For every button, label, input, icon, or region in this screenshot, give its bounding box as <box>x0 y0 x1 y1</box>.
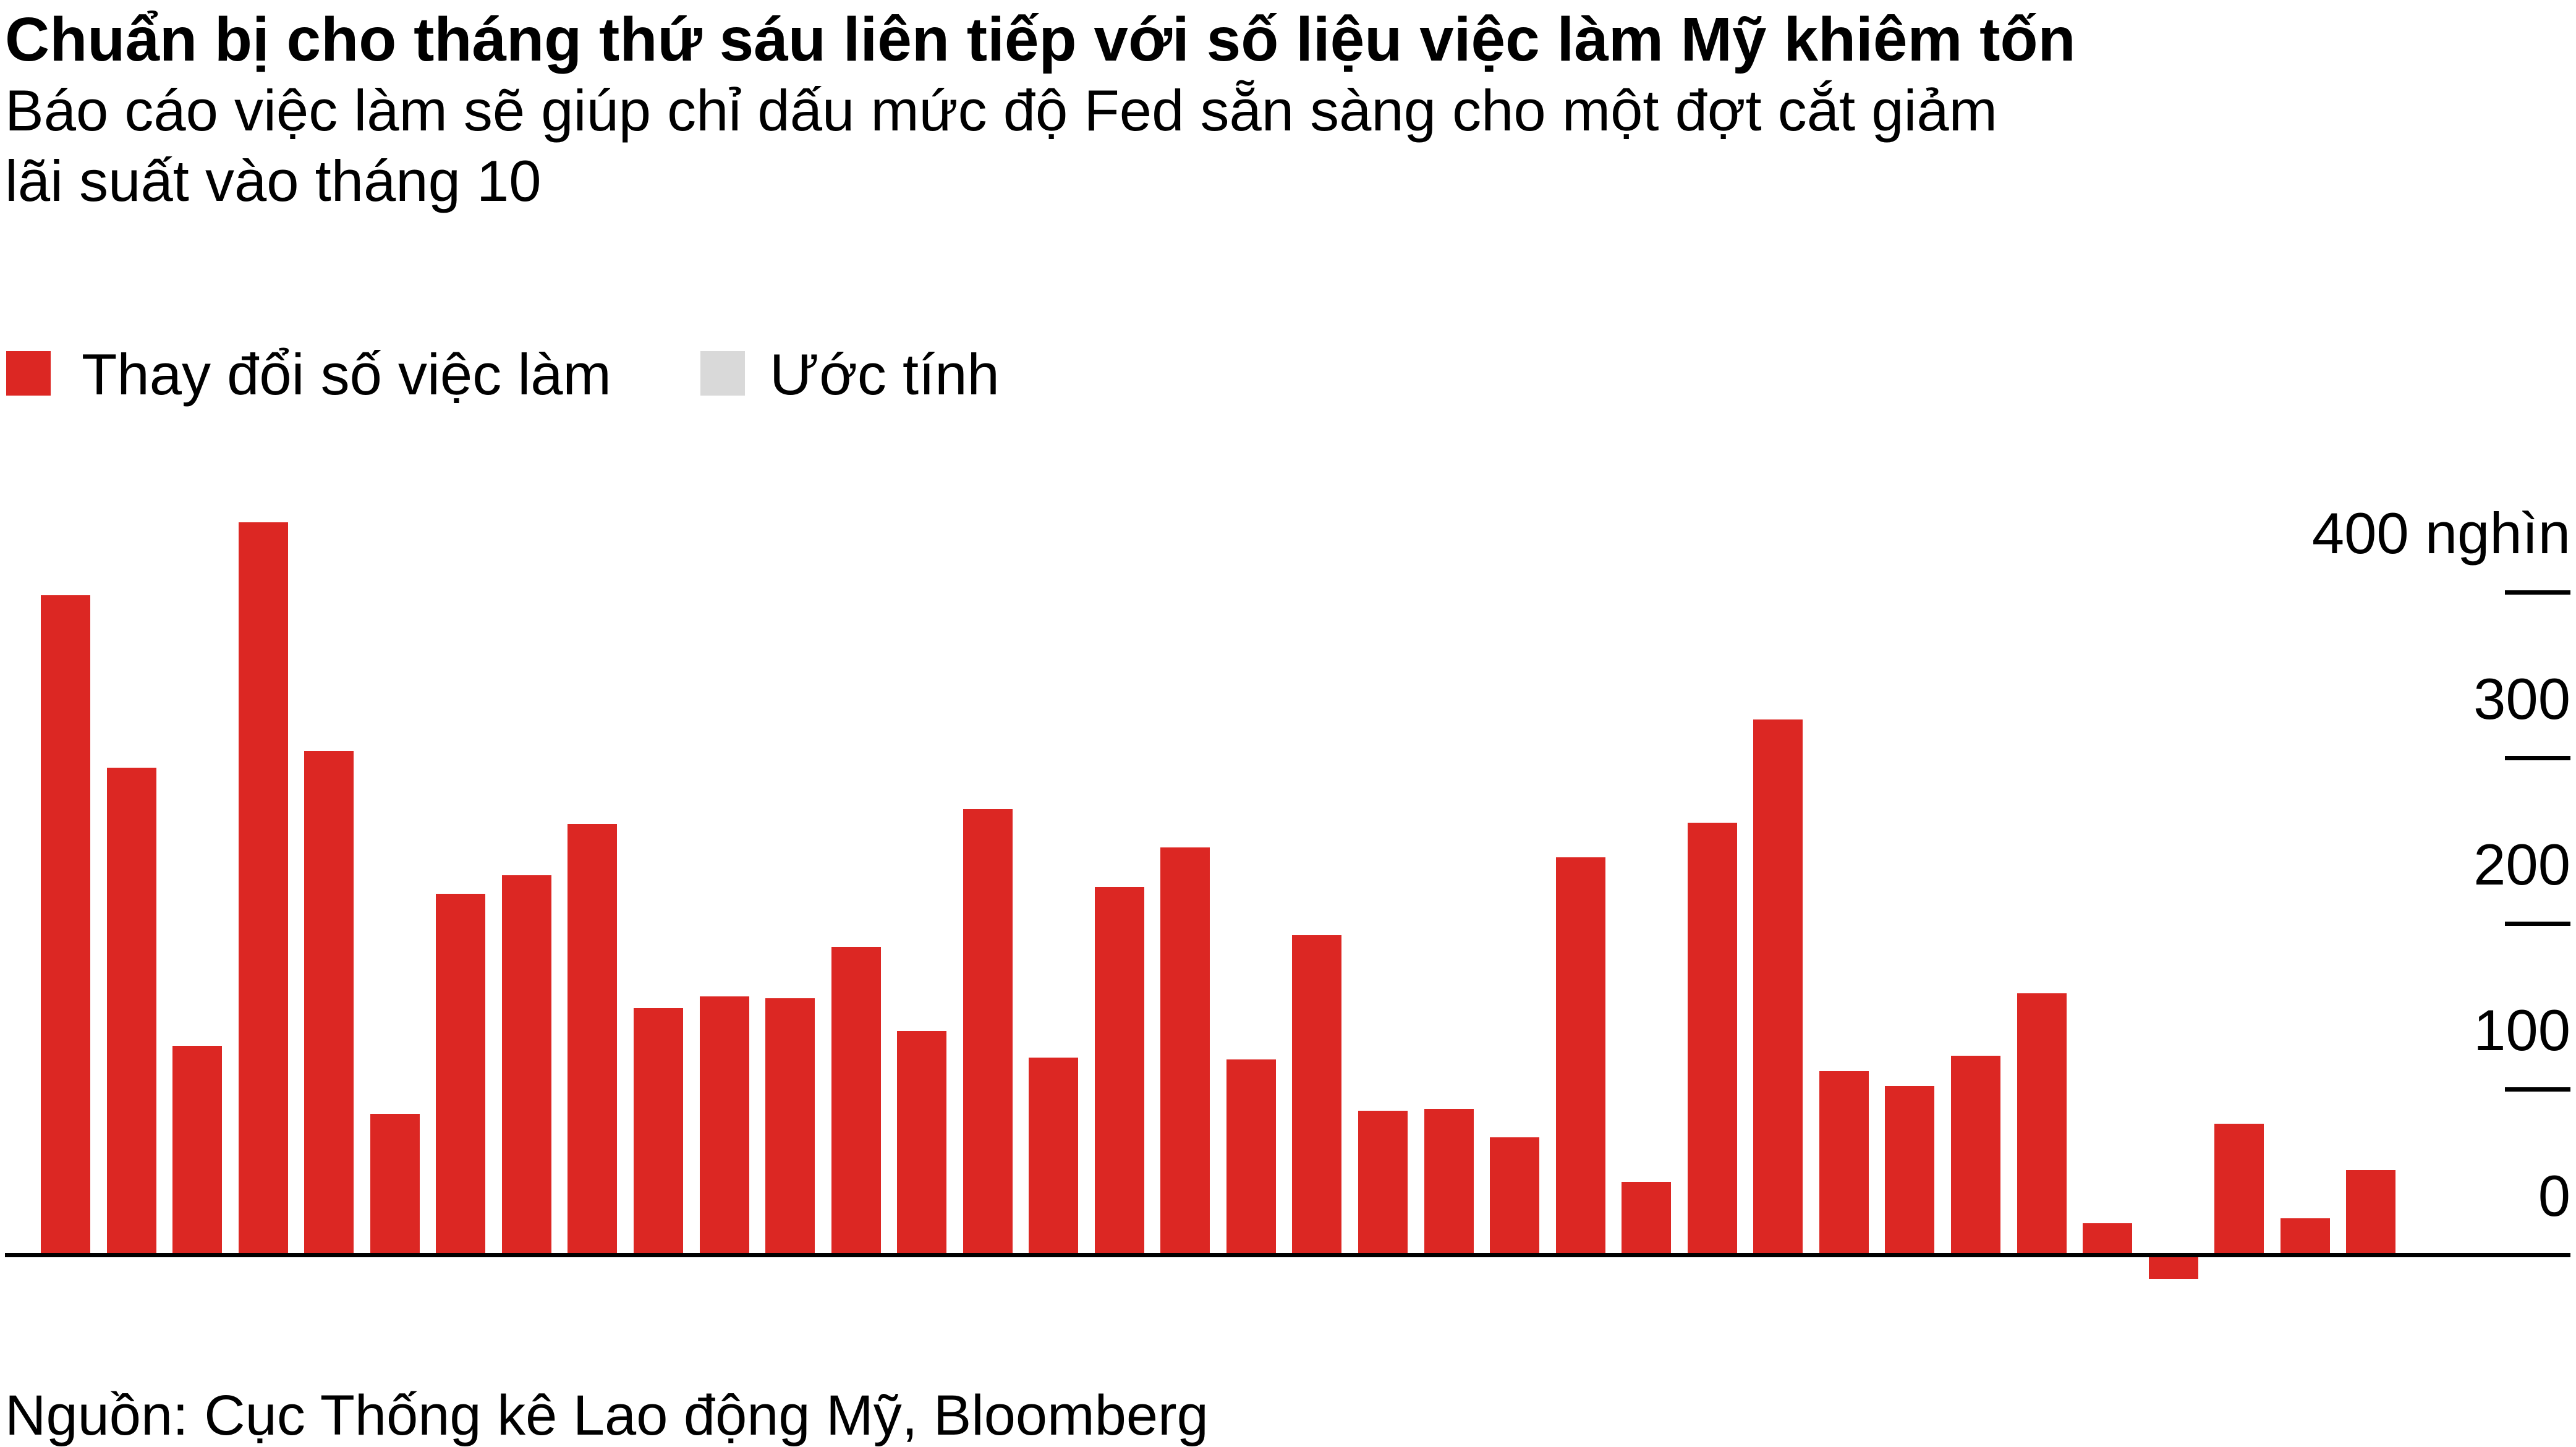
bar <box>106 768 156 1255</box>
chart-title: Chuẩn bị cho tháng thứ sáu liên tiếp với… <box>5 5 2076 74</box>
bar <box>2346 1170 2396 1255</box>
bar <box>633 1008 683 1255</box>
bar <box>1490 1137 1540 1255</box>
legend-label-estimate: Ước tính <box>770 342 1000 407</box>
bar <box>2017 993 2067 1255</box>
legend-swatch-actual-icon <box>6 351 51 396</box>
y-axis-label: 300 <box>2473 666 2570 731</box>
bar <box>1622 1182 1672 1255</box>
bar <box>1555 857 1605 1255</box>
zero-baseline <box>5 1253 2570 1257</box>
bar <box>897 1031 947 1255</box>
bar <box>1226 1059 1276 1255</box>
legend-item-actual: Thay đổi số việc làm <box>6 342 624 407</box>
bar <box>2083 1223 2133 1255</box>
y-axis-label: 200 <box>2473 832 2570 897</box>
legend: Thay đổi số việc làm Ước tính <box>0 342 2576 407</box>
chart-subtitle-line-2: lãi suất vào tháng 10 <box>5 148 542 213</box>
bar <box>1687 822 1737 1255</box>
bar <box>1424 1109 1474 1255</box>
bar <box>238 522 288 1255</box>
bar <box>501 875 551 1255</box>
legend-label-actual: Thay đổi số việc làm <box>82 342 611 407</box>
bar <box>1160 847 1210 1255</box>
y-axis-tick <box>2505 1087 2570 1092</box>
bar <box>1885 1085 1935 1255</box>
bar <box>1358 1110 1408 1255</box>
chart-subtitle: Báo cáo việc làm sẽ giúp chỉ dấu mức độ … <box>5 75 1997 216</box>
chart-subtitle-line-1: Báo cáo việc làm sẽ giúp chỉ dấu mức độ … <box>5 78 1997 143</box>
y-axis-label: 100 <box>2473 998 2570 1063</box>
bar <box>1819 1071 1869 1255</box>
y-axis-label: 400 nghìn <box>2311 501 2570 566</box>
bar <box>1950 1056 2000 1255</box>
bar <box>436 893 486 1255</box>
source-note: Nguồn: Cục Thống kê Lao động Mỹ, Bloombe… <box>5 1384 1209 1447</box>
bar <box>172 1046 223 1255</box>
bar <box>765 998 815 1255</box>
legend-item-estimate: Ước tính <box>700 342 1071 407</box>
y-axis-tick <box>2505 922 2570 926</box>
y-axis-tick <box>2505 756 2570 760</box>
bar <box>304 751 354 1255</box>
bar <box>1029 1058 1079 1255</box>
bar <box>699 996 749 1255</box>
bar <box>1292 935 1342 1255</box>
bar <box>963 809 1013 1255</box>
bar <box>1753 719 1803 1255</box>
bar <box>41 595 90 1255</box>
bar <box>1094 887 1144 1255</box>
y-axis-label: 0 <box>2538 1163 2570 1228</box>
bar <box>2148 1257 2198 1279</box>
bar <box>2280 1218 2330 1255</box>
bar <box>831 946 881 1255</box>
y-axis-tick <box>2505 590 2570 595</box>
bar <box>2214 1124 2264 1255</box>
bar <box>567 824 618 1255</box>
legend-swatch-estimate-icon <box>700 351 745 396</box>
bar <box>370 1114 420 1255</box>
